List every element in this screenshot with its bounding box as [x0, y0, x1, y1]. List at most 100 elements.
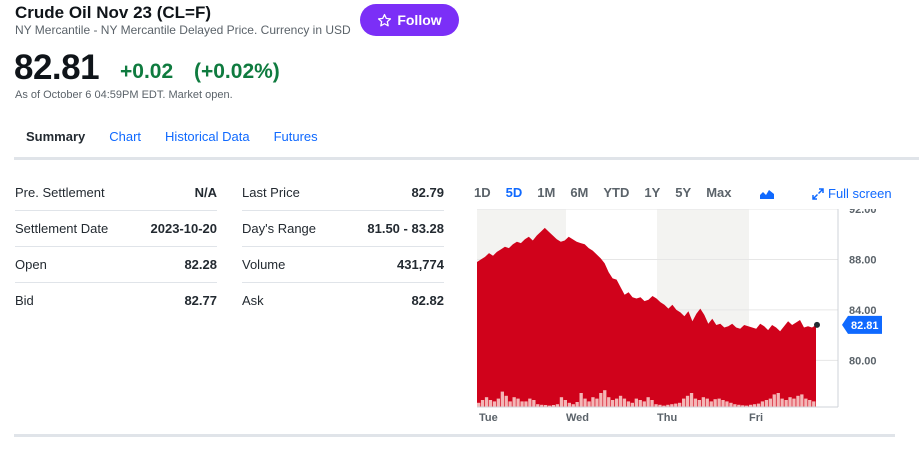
volume-bar	[555, 404, 560, 407]
stat-value: 82.79	[411, 185, 444, 200]
price-area	[477, 227, 816, 407]
follow-button[interactable]: Follow	[360, 4, 459, 36]
volume-bar	[607, 397, 611, 407]
quote-tabs: Summary Chart Historical Data Futures	[14, 120, 342, 160]
stat-label: Bid	[15, 293, 34, 308]
volume-bar	[583, 398, 587, 407]
volume-bar	[666, 404, 670, 407]
volume-bar	[622, 398, 627, 407]
full-screen-label: Full screen	[828, 186, 892, 201]
volume-bar	[528, 398, 532, 407]
volume-bar	[520, 401, 524, 407]
volume-bar	[741, 405, 745, 407]
volume-bar	[650, 400, 654, 407]
volume-bar	[678, 402, 682, 407]
x-tick-label: Fri	[749, 412, 763, 424]
range-5d[interactable]: 5D	[505, 185, 523, 200]
tabs-divider	[14, 157, 919, 160]
range-1m[interactable]: 1M	[537, 185, 556, 200]
stat-label: Last Price	[242, 185, 300, 200]
volume-bar	[551, 405, 556, 407]
full-screen-button[interactable]: Full screen	[812, 186, 892, 201]
tab-chart[interactable]: Chart	[109, 129, 142, 144]
volume-bar	[737, 404, 741, 407]
range-6m[interactable]: 6M	[570, 185, 589, 200]
volume-bar	[480, 400, 485, 407]
volume-bar	[756, 403, 761, 407]
volume-bar	[630, 402, 634, 407]
tab-futures[interactable]: Futures	[273, 129, 318, 144]
volume-bar	[646, 397, 650, 407]
volume-bar	[634, 398, 638, 407]
volume-bar	[689, 393, 694, 407]
as-of-timestamp: As of October 6 04:59PM EDT. Market open…	[15, 89, 233, 101]
quote-title: Crude Oil Nov 23 (CL=F)	[15, 3, 211, 22]
range-ytd[interactable]: YTD	[603, 185, 630, 200]
stat-label: Settlement Date	[15, 221, 109, 236]
volume-bar	[536, 404, 540, 407]
volume-bar	[709, 401, 713, 407]
volume-bar	[784, 400, 788, 407]
stat-row: Settlement Date 2023-10-20	[15, 211, 217, 247]
price-chart[interactable]: 92.00 88.00 84.00 80.00 Tue Wed Thu Fri 82.81	[474, 209, 919, 427]
expand-icon	[812, 187, 824, 200]
current-price-label: 82.81	[851, 320, 879, 332]
volume-bar	[638, 400, 642, 407]
volume-bar	[512, 397, 516, 407]
y-tick-label: 92.00	[849, 209, 877, 216]
volume-bar	[749, 404, 753, 407]
stat-value: 431,774	[397, 257, 444, 272]
range-selector: 1D 5D 1M 6M YTD 1Y 5Y Max	[474, 185, 746, 200]
volume-bar	[752, 404, 757, 407]
volume-bar	[764, 400, 769, 407]
stat-value: 82.77	[184, 293, 217, 308]
stat-row: Bid 82.77	[15, 283, 217, 319]
y-tick-label: 88.00	[849, 254, 877, 266]
stat-label: Day's Range	[242, 221, 317, 236]
volume-bar	[626, 401, 631, 407]
last-price-dot	[814, 321, 820, 328]
volume-bar	[544, 405, 548, 407]
price-change-percent: (+0.02%)	[194, 60, 280, 83]
volume-bar	[808, 400, 812, 407]
star-icon	[378, 13, 392, 26]
tab-summary[interactable]: Summary	[14, 120, 98, 160]
current-price: 82.81	[14, 48, 100, 87]
range-1d[interactable]: 1D	[474, 185, 491, 200]
stat-row: Volume 431,774	[242, 247, 444, 283]
volume-bar	[788, 397, 792, 407]
x-tick-label: Tue	[479, 412, 498, 424]
volume-bar	[516, 398, 520, 407]
section-divider	[14, 434, 895, 437]
volume-bar	[713, 399, 717, 407]
x-tick-label: Thu	[657, 412, 677, 424]
volume-bar	[800, 394, 804, 407]
volume-bar	[729, 402, 733, 407]
volume-bar	[500, 391, 504, 407]
mountain-chart-icon[interactable]	[760, 189, 774, 199]
stat-row: Day's Range 81.50 - 83.28	[242, 211, 444, 247]
stat-row: Ask 82.82	[242, 283, 444, 319]
volume-bar	[618, 395, 623, 407]
volume-bar	[721, 400, 725, 407]
stat-value: 81.50 - 83.28	[367, 221, 444, 236]
volume-bar	[591, 397, 595, 407]
volume-bar	[682, 398, 686, 407]
volume-bar	[697, 400, 701, 407]
range-max[interactable]: Max	[706, 185, 732, 200]
y-tick-label: 84.00	[849, 305, 877, 317]
tab-historical-data[interactable]: Historical Data	[165, 129, 250, 144]
stat-label: Open	[15, 257, 47, 272]
volume-bar	[804, 398, 808, 407]
volume-bar	[559, 397, 564, 407]
volume-bar	[701, 397, 705, 407]
range-5y[interactable]: 5Y	[675, 185, 692, 200]
volume-bar	[563, 400, 567, 407]
range-1y[interactable]: 1Y	[644, 185, 661, 200]
volume-bar	[548, 405, 552, 407]
volume-bar	[599, 393, 603, 407]
stat-value: N/A	[194, 185, 217, 200]
volume-bar	[658, 404, 662, 407]
volume-bar	[484, 397, 489, 407]
volume-bar	[567, 402, 571, 407]
